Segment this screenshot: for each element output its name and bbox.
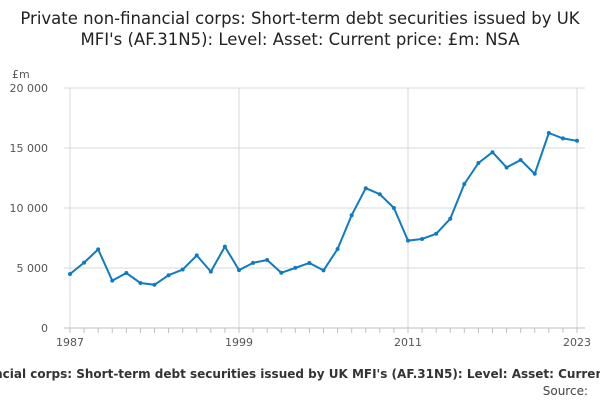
data-point[interactable] [518, 158, 523, 162]
data-point[interactable] [237, 268, 241, 273]
data-point[interactable] [222, 244, 227, 249]
data-point[interactable] [335, 247, 340, 252]
data-point[interactable] [490, 150, 495, 155]
x-tick-label: 2023 [563, 336, 591, 349]
data-point[interactable] [180, 267, 185, 272]
x-tick-label: 2011 [394, 336, 422, 349]
y-tick-label: 15 000 [10, 142, 49, 155]
gridlines [64, 87, 585, 328]
data-point[interactable] [406, 238, 410, 243]
data-point[interactable] [420, 236, 425, 241]
y-tick-label: 20 000 [10, 82, 49, 95]
data-point[interactable] [532, 171, 537, 176]
x-tick-label: 1987 [56, 336, 84, 349]
data-point[interactable] [363, 186, 368, 191]
data-point[interactable] [504, 165, 509, 170]
data-point[interactable] [321, 268, 326, 273]
footer-series-label: Private non-financial corps: Short-term … [0, 367, 600, 381]
data-point[interactable] [293, 265, 298, 270]
data-point[interactable] [265, 257, 270, 262]
data-point[interactable] [546, 131, 551, 135]
data-point[interactable] [124, 271, 129, 276]
data-point[interactable] [560, 136, 565, 141]
y-tick-label: 0 [41, 322, 48, 335]
data-point[interactable] [307, 260, 312, 265]
data-point[interactable] [68, 272, 72, 276]
data-point[interactable] [462, 182, 467, 186]
series-line [69, 132, 578, 286]
source-label: Source: [543, 384, 588, 398]
chart-title: Private non-financial corps: Short-term … [20, 9, 580, 49]
data-point[interactable] [96, 247, 101, 252]
x-tick-label: 1999 [225, 336, 253, 349]
series-layer [68, 131, 579, 287]
data-point[interactable] [279, 270, 284, 275]
y-tick-label: 10 000 [10, 202, 49, 215]
axes [64, 327, 585, 333]
y-tick-label: 5 000 [17, 262, 49, 275]
data-point[interactable] [208, 269, 213, 274]
data-point[interactable] [251, 260, 256, 265]
data-point[interactable] [575, 138, 579, 143]
data-point[interactable] [476, 161, 481, 165]
data-point[interactable] [194, 253, 199, 258]
data-point[interactable] [434, 231, 439, 236]
y-axis-unit-label: £m [12, 68, 30, 81]
data-point[interactable] [391, 206, 396, 210]
data-point[interactable] [349, 213, 354, 218]
data-point[interactable] [448, 216, 453, 221]
data-point[interactable] [82, 260, 87, 265]
data-point[interactable] [152, 282, 157, 287]
data-point[interactable] [377, 192, 382, 197]
data-point[interactable] [110, 278, 115, 283]
axis-text-layer: 0 5 000 10 000 15 000 20 000£m 1987 1999 2011 20… [0, 68, 600, 398]
data-point[interactable] [138, 281, 143, 285]
data-point[interactable] [166, 273, 171, 278]
